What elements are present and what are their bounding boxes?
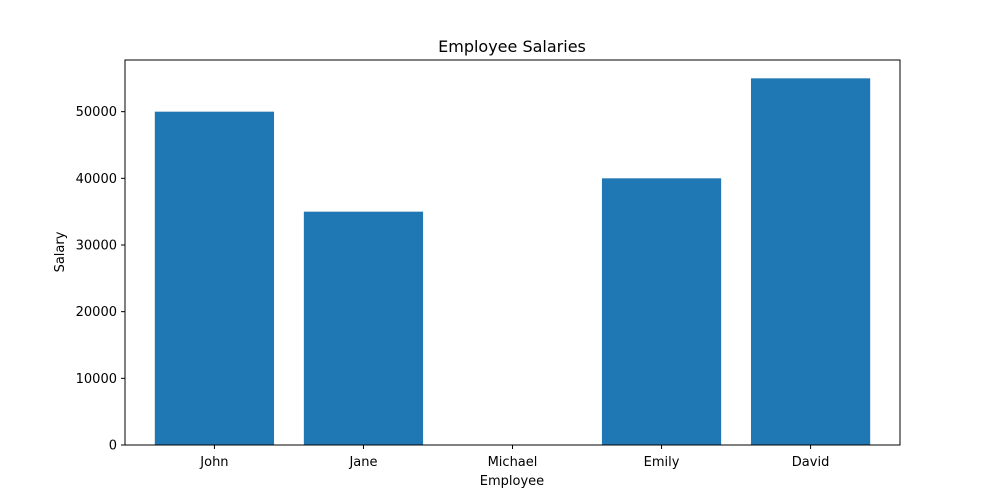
y-axis-label: Salary <box>53 231 68 272</box>
x-axis-label: Employee <box>480 474 544 489</box>
x-tick-label: Jane <box>348 455 377 470</box>
y-tick-label: 10000 <box>76 372 117 387</box>
x-tick-label: John <box>199 455 228 470</box>
y-axis-ticks: 0 10000 20000 30000 40000 50000 <box>76 105 125 454</box>
y-tick-label: 0 <box>109 439 117 454</box>
x-tick-label: Michael <box>488 455 538 470</box>
y-tick-label: 20000 <box>76 305 117 320</box>
x-tick-label: David <box>792 455 830 470</box>
plot-frame <box>124 59 901 446</box>
x-axis-ticks: John Jane Michael Emily David <box>199 445 829 470</box>
y-tick-label: 30000 <box>76 239 117 254</box>
bar-emily <box>601 178 722 446</box>
bar-jane <box>303 211 424 445</box>
x-tick-label: Emily <box>644 455 680 470</box>
bars-group <box>154 78 871 446</box>
bar-david <box>750 78 871 445</box>
chart-title: Employee Salaries <box>438 37 586 56</box>
y-tick-label: 50000 <box>76 105 117 120</box>
y-tick-label: 40000 <box>76 172 117 187</box>
bar-john <box>154 111 275 446</box>
